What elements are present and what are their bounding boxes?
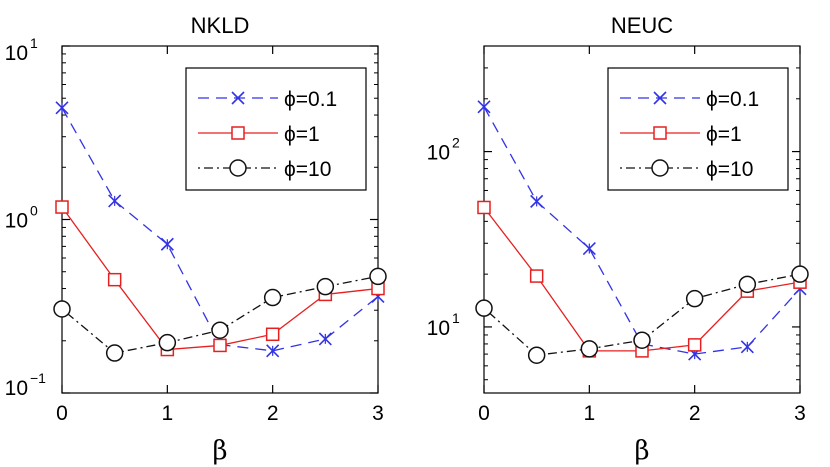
y-tick-label: 10 — [427, 142, 450, 165]
legend-label: ϕ=1 — [706, 123, 742, 146]
y-tick-exponent: 1 — [30, 35, 38, 51]
legend-marker — [653, 91, 667, 105]
legend-marker — [229, 159, 247, 177]
legend: ϕ=0.1 ϕ=1 ϕ=10 — [607, 67, 789, 191]
data-point — [527, 346, 546, 364]
data-point — [107, 272, 122, 287]
data-point — [633, 331, 651, 349]
y-tick-label: 10 — [5, 210, 28, 233]
y-tick-label: 10 — [427, 317, 450, 340]
data-point — [530, 194, 544, 208]
data-point — [477, 200, 491, 215]
data-point — [685, 289, 704, 308]
data-point — [738, 275, 757, 294]
data-point — [580, 340, 599, 358]
x-tick-label: 2 — [267, 402, 279, 425]
series-3 — [53, 267, 387, 362]
y-tick-exponent: 0 — [30, 203, 38, 219]
x-tick-label: 1 — [161, 402, 173, 425]
y-tick-label: 10 — [5, 42, 28, 65]
legend-marker — [651, 159, 669, 177]
data-point — [740, 340, 754, 354]
legend-label: ϕ=0.1 — [706, 88, 759, 111]
x-tick-label: 3 — [372, 402, 384, 425]
legend: ϕ=0.1 ϕ=1 ϕ=10 — [185, 67, 367, 191]
data-point — [55, 101, 69, 115]
y-tick-exponent: 2 — [452, 135, 460, 151]
legend-marker — [653, 126, 667, 140]
legend-box — [607, 67, 789, 191]
plot-frame — [483, 45, 801, 394]
legend-label: ϕ=1 — [284, 123, 320, 146]
x-tick-label: 0 — [478, 402, 490, 425]
x-tick-label: 2 — [689, 402, 701, 425]
data-point — [53, 300, 71, 318]
data-point — [211, 321, 229, 339]
x-tick-label: 1 — [583, 402, 595, 425]
chart-title: NEUC — [611, 13, 673, 38]
x-tick-label: 0 — [56, 402, 68, 425]
y-tick-label: 10 — [5, 377, 28, 400]
y-tick-exponent: 1 — [452, 310, 460, 326]
data-point — [529, 269, 544, 283]
data-point — [369, 267, 387, 286]
legend-label: ϕ=10 — [284, 158, 331, 181]
legend-box — [185, 67, 367, 191]
data-point — [158, 333, 177, 352]
x-axis-label: β — [634, 436, 649, 466]
data-point — [105, 344, 124, 362]
legend-marker — [231, 91, 245, 105]
legend-label: ϕ=10 — [706, 158, 753, 181]
data-point — [266, 344, 280, 358]
data-point — [791, 265, 809, 283]
series-3 — [475, 265, 809, 364]
data-point — [582, 241, 596, 256]
data-point — [108, 194, 122, 208]
data-point — [475, 299, 493, 317]
data-point — [318, 332, 332, 346]
data-point — [477, 100, 491, 114]
data-point — [316, 277, 335, 296]
data-point — [687, 338, 702, 352]
data-point — [213, 338, 227, 353]
legend-label: ϕ=0.1 — [284, 88, 337, 111]
data-point — [265, 327, 280, 342]
data-point — [160, 237, 174, 251]
legend-marker — [231, 126, 245, 140]
x-tick-label: 3 — [794, 402, 806, 425]
data-point — [263, 288, 282, 307]
y-tick-exponent: −1 — [30, 370, 46, 386]
chart-title: NKLD — [191, 13, 250, 38]
x-axis-label: β — [212, 436, 227, 466]
data-point — [55, 200, 69, 214]
